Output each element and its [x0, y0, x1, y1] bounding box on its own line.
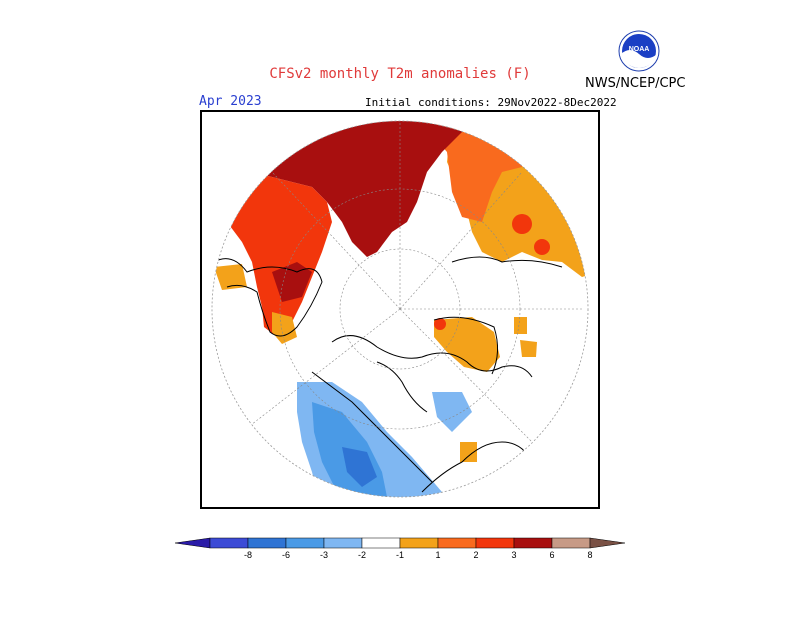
colorbar-bin-3 — [285, 537, 325, 549]
initial-conditions: Initial conditions: 29Nov2022-8Dec2022 — [365, 96, 617, 109]
colorbar-tick-label: -1 — [396, 550, 404, 560]
colorbar-bin-7 — [437, 537, 477, 549]
map-boundary-circle — [211, 120, 589, 498]
anomaly-red-spot-1 — [434, 318, 446, 330]
colorbar-bin-low-end — [174, 537, 211, 549]
colorbar-tick-label: 2 — [473, 550, 478, 560]
polar-map — [211, 120, 589, 498]
anomaly-orange-east — [514, 317, 527, 334]
colorbar-bin-4 — [323, 537, 363, 549]
coastlines — [213, 256, 563, 493]
noaa-logo: NOAA — [618, 30, 660, 72]
colorbar-tick-label: 8 — [587, 550, 592, 560]
anomaly-red-greenland — [222, 172, 332, 337]
anomaly-orange-siberia — [434, 317, 500, 372]
anomaly-orange-canada — [460, 442, 477, 462]
colorbar-tick-label: 6 — [549, 550, 554, 560]
colorbar-tick-label: -8 — [244, 550, 252, 560]
colorbar-bin-10 — [551, 537, 591, 549]
forecast-month: Apr 2023 — [199, 94, 262, 109]
colorbar-tick-label: -2 — [358, 550, 366, 560]
colorbar-bin-2 — [247, 537, 287, 549]
chart-title: CFSv2 monthly T2m anomalies (F) — [269, 66, 531, 82]
colorbar-tick-label: -6 — [282, 550, 290, 560]
anomaly-lightblue-canada — [432, 392, 472, 432]
colorbar-tick-label: 3 — [511, 550, 516, 560]
colorbar-bin-high-end — [589, 537, 626, 549]
colorbar-tick-label: -3 — [320, 550, 328, 560]
graticule — [241, 122, 582, 443]
anomaly-red-spot-3 — [512, 214, 532, 234]
colorbar-tick-label: 1 — [435, 550, 440, 560]
colorbar-bin-1 — [209, 537, 249, 549]
colorbar-bin-8 — [475, 537, 515, 549]
anomaly-orange-atlantic — [520, 340, 537, 357]
anomaly-deepred-greenland — [272, 262, 312, 302]
logo-text: NOAA — [629, 46, 650, 53]
map-frame — [200, 110, 600, 509]
colorbar-bin-5 — [361, 537, 401, 549]
anomaly-orange-west — [214, 264, 247, 290]
anomaly-darkblue-west — [342, 447, 377, 487]
org-label: NWS/NCEP/CPC — [585, 76, 686, 91]
anomaly-red-spot-2 — [534, 239, 550, 255]
colorbar-bin-9 — [513, 537, 553, 549]
color-scale-bar: -8 -6 -3 -2 -1 1 2 3 6 8 — [174, 537, 626, 560]
colorbar-bin-6 — [399, 537, 439, 549]
